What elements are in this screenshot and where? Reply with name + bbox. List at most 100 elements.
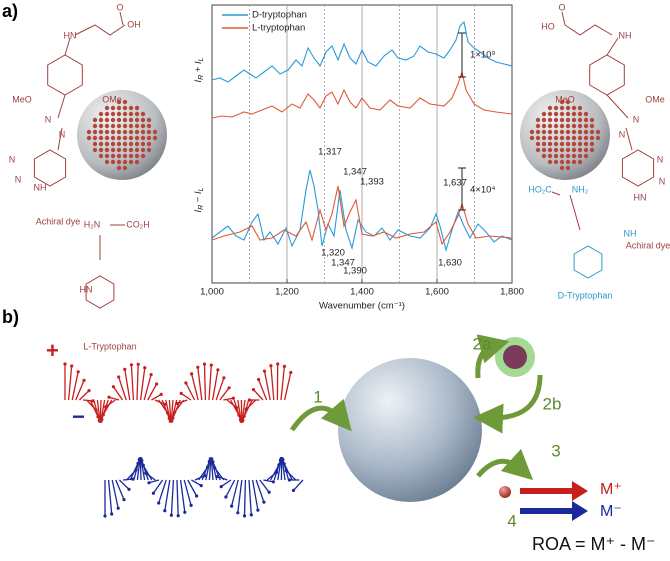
surface-dot — [578, 112, 582, 116]
arrow-head — [276, 362, 279, 365]
subscript: L — [198, 57, 205, 61]
surface-dot — [590, 148, 594, 152]
surface-dot — [93, 124, 97, 128]
arrow-head — [117, 507, 120, 510]
field-arrow — [125, 369, 130, 400]
surface-dot — [123, 148, 127, 152]
surface-dot — [99, 148, 103, 152]
surface-dot — [129, 160, 133, 164]
molecule-name: Achiral dye — [36, 216, 81, 226]
field-arrow — [271, 366, 274, 400]
surface-dot — [536, 118, 540, 122]
field-arrow — [165, 480, 170, 511]
field-arrow — [294, 480, 304, 490]
arrow-head — [196, 366, 199, 369]
field-arrow — [153, 480, 162, 493]
arrow-head — [155, 382, 158, 385]
surface-dot — [590, 130, 594, 134]
field-arrow — [285, 373, 291, 401]
x-tick-label: 1,600 — [425, 287, 449, 298]
surface-dot — [566, 130, 570, 134]
atom-label: MeO — [555, 94, 575, 104]
surface-dot — [566, 136, 570, 140]
field-arrow — [191, 480, 201, 486]
arrow-head — [292, 489, 295, 492]
atom-label: H₂N — [84, 219, 101, 229]
field-arrow — [238, 480, 242, 513]
surface-dot — [536, 136, 540, 140]
surface-dot — [141, 118, 145, 122]
surface-dot — [105, 124, 109, 128]
surface-dot — [542, 130, 546, 134]
surface-dot — [123, 142, 127, 146]
surface-dot — [129, 142, 133, 146]
peak-label: 1,393 — [360, 177, 384, 188]
arrow-head — [77, 370, 80, 373]
arrow-head — [263, 370, 266, 373]
arrow-head — [127, 488, 130, 491]
field-arrow — [260, 480, 269, 492]
nanoparticle — [77, 90, 167, 180]
surface-dot — [135, 112, 139, 116]
ring — [574, 246, 602, 278]
arrow-head — [143, 366, 146, 369]
surface-dot — [578, 136, 582, 140]
atom-label: NH₂ — [572, 184, 589, 194]
arrow-head — [268, 491, 271, 494]
surface-dot — [117, 166, 121, 170]
label-part: − I — [193, 191, 204, 205]
arrow-head — [220, 485, 223, 488]
surface-dot — [548, 148, 552, 152]
surface-dot — [147, 142, 151, 146]
surface-dot — [572, 136, 576, 140]
surface-dot — [141, 154, 145, 158]
field-arrow — [171, 480, 173, 515]
surface-dot — [93, 136, 97, 140]
arrow-head — [252, 388, 255, 391]
field-arrow — [100, 400, 101, 420]
panel-label: b) — [2, 307, 19, 327]
field-arrow — [140, 460, 141, 480]
atom-label: N — [657, 154, 664, 164]
surface-dot — [135, 130, 139, 134]
surface-dot — [542, 118, 546, 122]
surface-dot — [105, 130, 109, 134]
surface-dot — [560, 124, 564, 128]
surface-dot — [566, 142, 570, 146]
surface-dot — [111, 112, 115, 116]
molecule-name: D-Tryptophan — [558, 290, 613, 300]
surface-dot — [578, 148, 582, 152]
arrow-head — [210, 364, 213, 367]
arrow-head — [157, 501, 160, 504]
surface-dot — [117, 106, 121, 110]
surface-dot — [536, 142, 540, 146]
arrow-head — [173, 411, 176, 414]
x-axis-label: Wavenumber (cm⁻¹) — [319, 301, 405, 312]
surface-dot — [117, 100, 121, 104]
surface-dot — [135, 160, 139, 164]
surface-dot — [129, 130, 133, 134]
arrow-head — [82, 379, 85, 382]
step-label: 2b — [543, 394, 562, 413]
arrow-head — [103, 514, 106, 517]
surface-dot — [578, 154, 582, 158]
arrow-head — [230, 505, 233, 508]
surface-dot — [111, 130, 115, 134]
surface-dot — [572, 148, 576, 152]
x-tick-label: 1,800 — [500, 287, 524, 298]
surface-dot — [111, 148, 115, 152]
arrow-head — [211, 460, 214, 463]
atom-label: HO₂C — [528, 184, 552, 194]
atom-label: NH — [34, 182, 47, 192]
surface-dot — [572, 160, 576, 164]
peak-label: 1,630 — [438, 258, 462, 269]
small-particle — [499, 486, 511, 498]
surface-dot — [105, 154, 109, 158]
field-arrow — [181, 393, 191, 400]
surface-dot — [123, 130, 127, 134]
surface-dot — [542, 142, 546, 146]
arrow-head — [262, 501, 265, 504]
y-axis-label: IR − IL — [193, 187, 205, 212]
arrow-head — [122, 498, 125, 501]
